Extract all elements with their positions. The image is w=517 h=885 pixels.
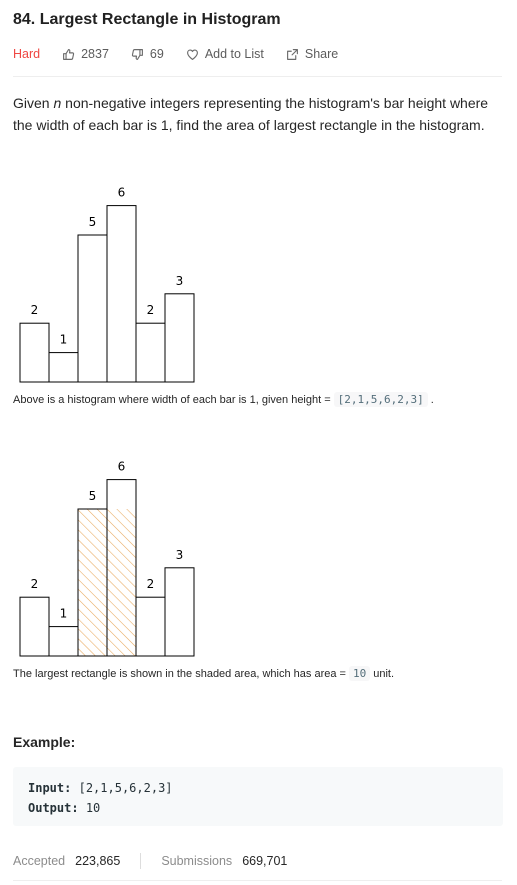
submissions-value: 669,701 (242, 854, 288, 868)
area-caption: The largest rectangle is shown in the sh… (13, 666, 394, 681)
problem-title: 84. Largest Rectangle in Histogram (13, 11, 281, 28)
stats-separator (140, 853, 142, 869)
bar-value-label: 3 (176, 274, 184, 288)
histogram-figure: 2 1 5 6 2 3 (19, 186, 195, 383)
share-button[interactable]: Share (286, 47, 338, 61)
bar-value-label: 1 (60, 333, 68, 347)
share-label: Share (304, 47, 339, 61)
histogram-bar (19, 322, 50, 383)
height-array-code: [2,1,5,6,2,3] (333, 392, 428, 407)
heart-icon (186, 49, 198, 60)
problem-description: Given n non-negative integers representi… (13, 95, 489, 133)
difficulty-badge: Hard (13, 47, 41, 61)
accepted-label: Accepted (13, 854, 66, 868)
shaded-area-segment (107, 509, 136, 656)
histogram-bar (164, 293, 195, 383)
bar-value-label: 5 (89, 215, 97, 229)
like-count: 2837 (81, 47, 109, 61)
histogram-bar (48, 626, 79, 657)
bar-value-label: 2 (31, 577, 39, 591)
histogram-caption: Above is a histogram where width of each… (13, 392, 434, 407)
add-to-list-button[interactable]: Add to List (186, 47, 264, 61)
bar-value-label: 2 (31, 303, 39, 317)
bar-value-label: 6 (118, 460, 126, 474)
share-icon (286, 48, 298, 60)
example-code-block: Input: [2,1,5,6,2,3] Output: 10 (13, 767, 503, 826)
accepted-value: 223,865 (75, 854, 121, 868)
header-divider (13, 76, 502, 77)
submissions-label: Submissions (161, 854, 233, 868)
problem-meta-bar: Hard 2837 69 Add to List Share (13, 45, 360, 63)
example-heading: Example: (13, 734, 76, 750)
histogram-bar (48, 352, 79, 383)
bar-value-label: 1 (60, 607, 68, 621)
footer-divider (13, 880, 502, 881)
bar-value-label: 3 (176, 548, 184, 562)
histogram-bar (135, 322, 166, 383)
histogram-bar (164, 567, 195, 657)
thumbs-down-icon (131, 48, 143, 60)
dislike-count: 69 (149, 47, 164, 61)
bar-value-label: 2 (147, 303, 155, 317)
example-output-line: Output: 10 (28, 801, 101, 815)
dislike-button[interactable]: 69 (131, 47, 164, 61)
histogram-bar (135, 596, 166, 657)
like-button[interactable]: 2837 (62, 47, 109, 61)
histogram-bar (77, 234, 108, 383)
bar-value-label: 5 (89, 489, 97, 503)
thumbs-up-icon (63, 48, 75, 60)
histogram-bar (19, 596, 50, 657)
example-input-line: Input: [2,1,5,6,2,3] (28, 781, 173, 795)
shaded-area-segment (78, 509, 107, 656)
area-value-code: 10 (348, 666, 371, 681)
submission-stats: Accepted 223,865 Submissions 669,701 (13, 852, 287, 870)
variable-n: n (53, 95, 62, 111)
bar-value-label: 6 (118, 186, 126, 200)
histogram-area-figure: 2 1 5 6 2 3 (19, 460, 195, 657)
histogram-bar (106, 205, 137, 383)
bar-value-label: 2 (147, 577, 155, 591)
add-to-list-label: Add to List (204, 47, 264, 61)
histogram-bar (106, 479, 137, 657)
